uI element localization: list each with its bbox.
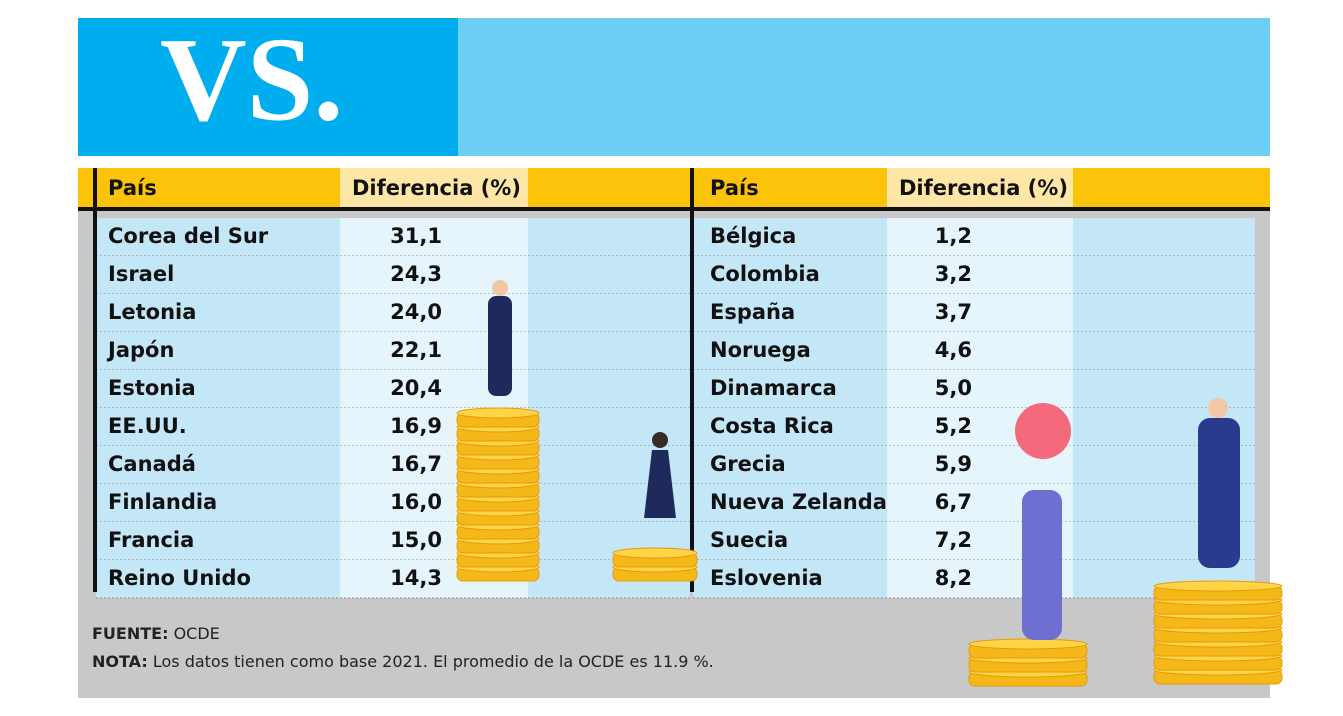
column-header: País: [710, 176, 759, 200]
note-label: NOTA:: [92, 652, 148, 671]
figure-body: [1022, 490, 1062, 640]
value: 3,7: [935, 300, 972, 324]
country: España: [710, 300, 795, 324]
country: Israel: [108, 262, 174, 286]
figure-body: [488, 296, 512, 396]
header-highlight: [340, 168, 528, 208]
value: 24,0: [390, 300, 442, 324]
value: 7,2: [935, 528, 972, 552]
question-bubble: [1015, 403, 1071, 459]
left-rule: [93, 168, 97, 592]
header-rule: [78, 207, 1270, 211]
value-cell-bg: [887, 294, 1073, 332]
country: Letonia: [108, 300, 196, 324]
value: 16,9: [390, 414, 442, 438]
value: 15,0: [390, 528, 442, 552]
figure-head: [492, 280, 508, 296]
value: 1,2: [935, 224, 972, 248]
value: 5,2: [935, 414, 972, 438]
value-cell-bg: [340, 218, 528, 256]
footer-note: NOTA: Los datos tienen como base 2021. E…: [92, 652, 714, 671]
country: Francia: [108, 528, 194, 552]
value: 16,7: [390, 452, 442, 476]
value: 31,1: [390, 224, 442, 248]
value: 16,0: [390, 490, 442, 514]
figure-body: [1198, 418, 1240, 568]
illustrations: [456, 280, 1283, 687]
value-cell-bg: [887, 256, 1073, 294]
country: Corea del Sur: [108, 224, 269, 248]
column-header: País: [108, 176, 157, 200]
country: Reino Unido: [108, 566, 251, 590]
note: Los datos tienen como base 2021. El prom…: [153, 652, 714, 671]
figure-head: [1208, 398, 1228, 418]
country: Colombia: [710, 262, 820, 286]
country: Finlandia: [108, 490, 217, 514]
value: 5,0: [935, 376, 972, 400]
value-cell-bg: [887, 218, 1073, 256]
country: Noruega: [710, 338, 811, 362]
country: Canadá: [108, 452, 196, 476]
value: 24,3: [390, 262, 442, 286]
figure-head: [652, 432, 668, 448]
value: 8,2: [935, 566, 972, 590]
country: Dinamarca: [710, 376, 837, 400]
header-highlight: [887, 168, 1073, 208]
title-box: [78, 18, 458, 156]
value: 20,4: [390, 376, 442, 400]
country: Estonia: [108, 376, 196, 400]
value: 5,9: [935, 452, 972, 476]
footer-source: FUENTE: OCDE: [92, 624, 220, 643]
value: 22,1: [390, 338, 442, 362]
country: Nueva Zelanda: [710, 490, 887, 514]
title: VS.: [160, 13, 343, 146]
source-label: FUENTE:: [92, 624, 168, 643]
value: 14,3: [390, 566, 442, 590]
header-row: [78, 168, 1270, 208]
country: Grecia: [710, 452, 786, 476]
country: Bélgica: [710, 224, 796, 248]
column-header: Diferencia (%): [352, 176, 521, 200]
country: Japón: [106, 338, 174, 362]
coin-top: [456, 407, 540, 419]
figure-body: [644, 450, 676, 518]
coin-top: [1153, 580, 1283, 592]
coin-top: [968, 638, 1088, 650]
source: OCDE: [174, 624, 220, 643]
middle-rule: [690, 168, 694, 592]
coin-top: [612, 547, 698, 559]
country: EE.UU.: [108, 414, 187, 438]
value-cell-bg: [887, 332, 1073, 370]
country: Eslovenia: [710, 566, 823, 590]
value: 3,2: [935, 262, 972, 286]
value: 6,7: [935, 490, 972, 514]
value: 4,6: [935, 338, 972, 362]
country: Suecia: [710, 528, 788, 552]
column-header: Diferencia (%): [899, 176, 1068, 200]
country: Costa Rica: [710, 414, 834, 438]
tables: País Diferencia (%) Corea del Sur 31,1 Israe…: [78, 168, 1270, 599]
value-cell-bg: [887, 370, 1073, 408]
